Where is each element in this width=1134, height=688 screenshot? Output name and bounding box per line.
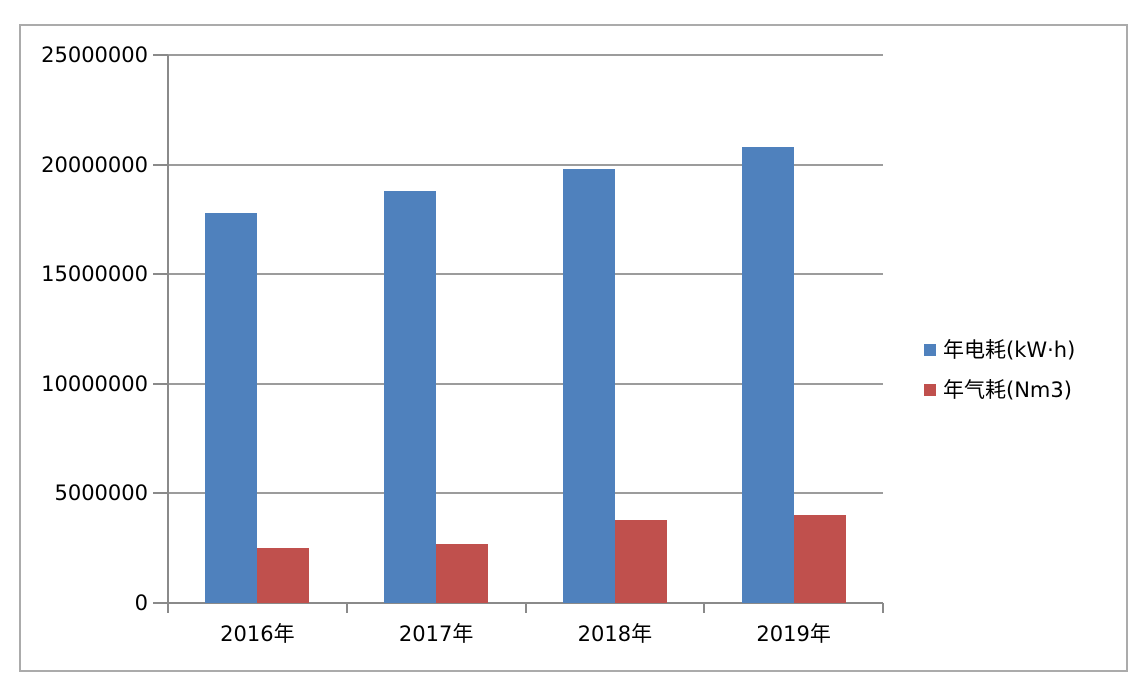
x-tick-4 bbox=[882, 603, 884, 613]
x-tick-2 bbox=[524, 603, 527, 613]
y-tick-0 bbox=[153, 602, 168, 604]
x-tick-1 bbox=[345, 603, 348, 613]
x-axis-label-2016年: 2016年 bbox=[220, 622, 295, 646]
x-axis-label-2018年: 2018年 bbox=[577, 622, 653, 646]
bar-series2-2017年 bbox=[436, 543, 489, 603]
gridline-15000000 bbox=[168, 273, 883, 276]
y-axis-label-15000000: 15000000 bbox=[41, 262, 148, 287]
y-axis-label-0: 0 bbox=[134, 591, 148, 615]
y-tick-15000000 bbox=[153, 273, 168, 276]
x-axis-label-2017年: 2017年 bbox=[398, 622, 474, 646]
y-axis-label-10000000: 10000000 bbox=[41, 371, 148, 396]
x-tick-3 bbox=[703, 603, 706, 613]
gridline-20000000 bbox=[168, 163, 883, 166]
x-tick-0 bbox=[167, 603, 169, 613]
gridline-25000000 bbox=[168, 54, 883, 56]
legend-label-series1: 年电耗(kW·h) bbox=[943, 338, 1076, 362]
bar-series1-2019年 bbox=[741, 147, 794, 603]
y-axis-label-5000000: 5000000 bbox=[54, 481, 148, 506]
y-tick-20000000 bbox=[153, 163, 168, 166]
x-axis-label-2019年: 2019年 bbox=[756, 622, 831, 646]
bar-series2-2019年 bbox=[793, 515, 846, 603]
y-axis-line bbox=[167, 55, 169, 603]
bar-series1-2018年 bbox=[562, 168, 615, 603]
y-tick-10000000 bbox=[153, 382, 168, 385]
gridline-5000000 bbox=[168, 492, 883, 495]
legend-label-series2: 年气耗(Nm3) bbox=[943, 378, 1072, 402]
legend-item-1: 年电耗(kW·h) bbox=[924, 337, 1075, 363]
bar-series1-2017年 bbox=[384, 190, 437, 603]
legend-swatch-series1 bbox=[924, 344, 936, 356]
y-tick-5000000 bbox=[153, 492, 168, 495]
legend-item-2: 年气耗(Nm3) bbox=[924, 377, 1072, 403]
bar-series1-2016年 bbox=[205, 212, 258, 603]
y-axis-label-20000000: 20000000 bbox=[41, 152, 148, 177]
y-axis-label-25000000: 25000000 bbox=[41, 43, 148, 67]
bar-series2-2018年 bbox=[614, 519, 667, 603]
bar-series2-2016年 bbox=[257, 548, 310, 603]
gridline-10000000 bbox=[168, 382, 883, 385]
y-tick-25000000 bbox=[153, 54, 168, 56]
legend-swatch-series2 bbox=[924, 384, 936, 396]
